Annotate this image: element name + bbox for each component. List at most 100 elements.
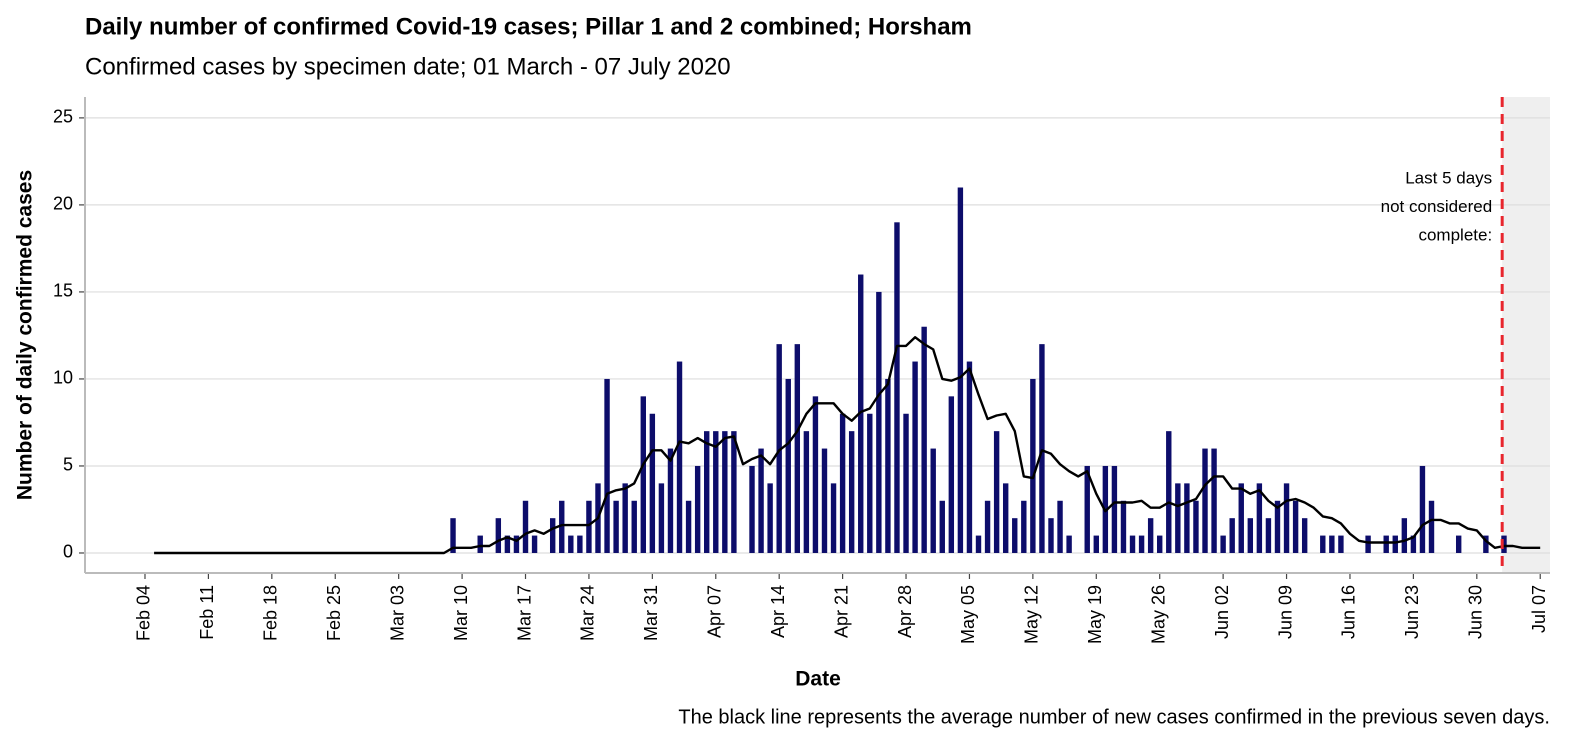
x-tick-label: Feb 11 xyxy=(197,585,217,640)
bar xyxy=(767,483,773,553)
x-tick-label: Feb 18 xyxy=(261,585,281,641)
bar xyxy=(504,535,511,553)
bar xyxy=(1211,448,1217,553)
bar xyxy=(876,291,882,553)
bar xyxy=(1147,518,1154,553)
bar xyxy=(821,448,828,553)
bar xyxy=(1175,483,1181,553)
bar xyxy=(522,500,529,553)
x-tick-label: Mar 24 xyxy=(578,585,598,641)
bar xyxy=(694,465,701,553)
bar xyxy=(1428,500,1435,553)
bar xyxy=(1202,448,1208,553)
x-tick-label: Apr 28 xyxy=(895,585,915,638)
bar xyxy=(1157,535,1163,553)
bar xyxy=(885,378,891,553)
bar xyxy=(1093,535,1099,553)
bar xyxy=(1292,500,1299,553)
bar xyxy=(477,535,483,553)
x-tick-label: Apr 07 xyxy=(705,585,725,638)
chart-title: Daily number of confirmed Covid-19 cases… xyxy=(85,13,972,40)
annotation: Last 5 days xyxy=(1405,168,1492,187)
x-tick-label: Jun 23 xyxy=(1402,585,1422,639)
bar xyxy=(867,413,873,553)
incomplete-region xyxy=(1502,97,1550,573)
bar xyxy=(1220,535,1226,553)
bar xyxy=(1301,518,1308,553)
bar xyxy=(1057,500,1063,553)
y-tick-label: 15 xyxy=(53,281,73,301)
bar xyxy=(1002,483,1009,553)
bar xyxy=(1283,483,1290,553)
bar xyxy=(1048,518,1054,553)
bar xyxy=(577,535,583,553)
x-tick-label: Mar 31 xyxy=(641,585,661,641)
bar xyxy=(1392,535,1398,553)
bar xyxy=(758,448,764,553)
bar xyxy=(1247,518,1254,553)
bar xyxy=(1338,535,1344,553)
bar xyxy=(1274,500,1281,553)
bar xyxy=(495,518,502,553)
bar xyxy=(731,431,737,553)
bar xyxy=(1138,535,1145,553)
x-tick-label: Feb 25 xyxy=(324,585,344,641)
x-tick-label: Apr 21 xyxy=(831,585,851,638)
caption: The black line represents the average nu… xyxy=(678,706,1550,728)
bar xyxy=(785,378,791,553)
bar xyxy=(1039,344,1045,553)
bar xyxy=(1120,500,1127,553)
bar xyxy=(921,326,927,553)
bar xyxy=(658,483,665,553)
bar xyxy=(604,378,610,553)
bar xyxy=(1111,465,1118,553)
x-axis-label: Date xyxy=(795,668,841,691)
bar xyxy=(685,500,692,553)
x-tick-label: Feb 04 xyxy=(134,585,154,641)
bar xyxy=(1229,518,1235,553)
bar xyxy=(631,500,637,553)
x-tick-label: Jun 02 xyxy=(1212,585,1232,639)
annotation: complete: xyxy=(1418,225,1492,244)
bar xyxy=(903,413,909,553)
bar xyxy=(1084,465,1090,553)
x-tick-label: May 19 xyxy=(1085,585,1105,644)
bar xyxy=(776,344,782,553)
bar xyxy=(794,344,801,553)
bar xyxy=(1455,535,1462,553)
bar xyxy=(1129,535,1136,553)
x-tick-label: Mar 03 xyxy=(387,585,407,641)
bar xyxy=(559,500,565,553)
bar xyxy=(613,500,619,553)
bar xyxy=(450,518,456,553)
bar xyxy=(1501,535,1507,553)
average-line xyxy=(154,336,1541,555)
y-tick-label: 25 xyxy=(53,107,73,127)
bar xyxy=(549,518,556,553)
chart-subtitle: Confirmed cases by specimen date; 01 Mar… xyxy=(85,53,731,80)
y-tick-label: 0 xyxy=(63,542,73,562)
bar xyxy=(858,274,864,553)
y-axis-label: Number of daily confirmed cases xyxy=(14,170,37,500)
bar xyxy=(1021,500,1027,553)
bar xyxy=(531,535,538,553)
bar xyxy=(984,500,991,553)
bar xyxy=(1365,535,1371,553)
x-tick-label: Apr 14 xyxy=(768,585,788,638)
bar xyxy=(1166,431,1172,553)
bar xyxy=(839,413,846,553)
bar xyxy=(975,535,982,553)
x-tick-label: Jul 07 xyxy=(1529,585,1549,633)
y-tick-label: 20 xyxy=(53,194,73,214)
bar xyxy=(848,431,855,553)
bar xyxy=(1256,483,1263,553)
bar xyxy=(1012,518,1018,553)
bar xyxy=(704,431,710,553)
bar xyxy=(1383,535,1389,553)
bar xyxy=(586,500,592,553)
x-tick-label: May 05 xyxy=(958,585,978,644)
bar xyxy=(1320,535,1326,553)
bar xyxy=(1184,483,1190,553)
bar xyxy=(930,448,936,553)
